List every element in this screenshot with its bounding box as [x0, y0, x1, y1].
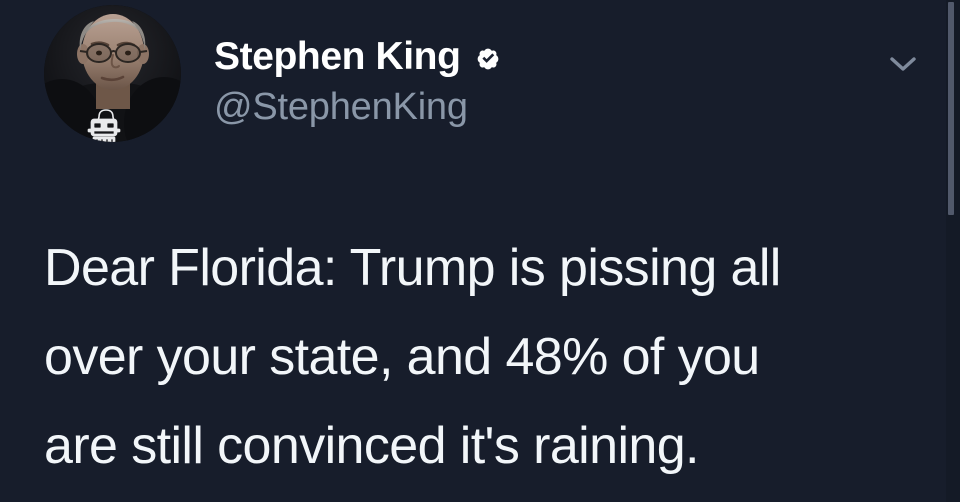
tweet-text-line: Dear Florida: Trump is pissing all	[44, 239, 781, 297]
tweet-text: Dear Florida: Trump is pissing all over …	[44, 224, 904, 491]
tweet-header: Stephen King @StephenKing	[0, 0, 960, 190]
author-block[interactable]: Stephen King @StephenKing	[214, 34, 834, 134]
verified-badge-icon	[473, 44, 503, 74]
display-name-row: Stephen King	[214, 34, 834, 80]
scrollbar-track[interactable]	[946, 0, 960, 502]
display-name: Stephen King	[214, 35, 461, 78]
tweet-text-line: over your state, and 48% of you	[44, 328, 760, 386]
tweet-text-line: are still convinced it's raining.	[44, 417, 699, 475]
avatar[interactable]	[44, 5, 181, 142]
chevron-down-icon[interactable]	[880, 48, 926, 80]
author-handle: @StephenKing	[214, 86, 468, 128]
scrollbar-thumb[interactable]	[948, 2, 954, 215]
